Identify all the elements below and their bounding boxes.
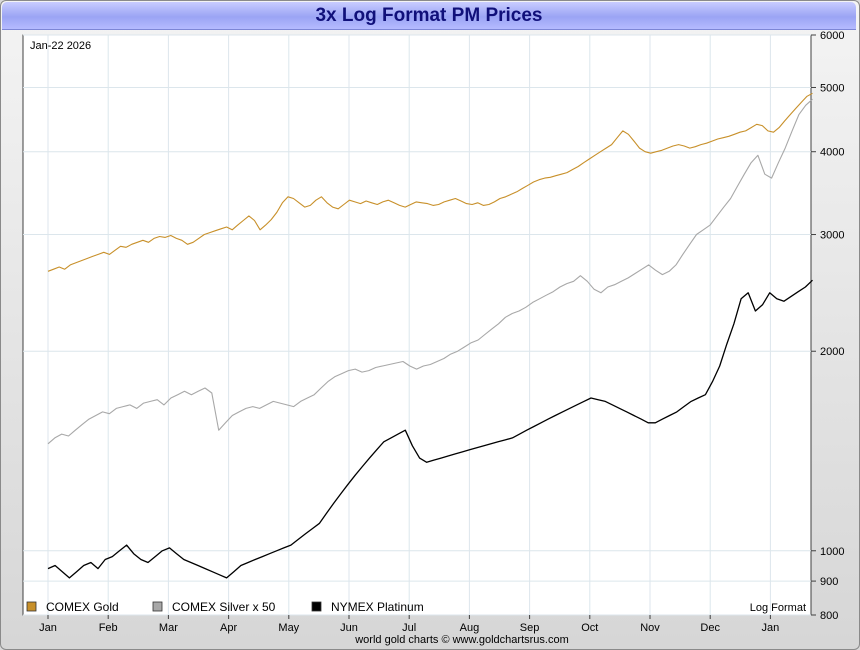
legend-label: NYMEX Platinum [331, 600, 424, 614]
x-tick-label: Jun [340, 622, 358, 634]
x-tick-label: Mar [159, 622, 178, 634]
x-tick-label: Nov [640, 622, 660, 634]
y-tick-label: 5000 [820, 82, 844, 94]
legend-swatch [311, 601, 322, 612]
y-tick-label: 1000 [820, 546, 844, 558]
x-tick-label: Sep [520, 622, 540, 634]
y-tick-label: 3000 [820, 230, 844, 242]
date-label: Jan-22 2026 [30, 40, 91, 52]
chart-title: 3x Log Format PM Prices [2, 2, 856, 30]
legend-swatch [26, 601, 37, 612]
series-line-comex-silver-x-50 [47, 98, 813, 445]
y-tick-label: 800 [820, 610, 838, 622]
plot-area [22, 34, 812, 616]
credit-text: world gold charts © www.goldchartsrus.co… [354, 634, 569, 646]
x-tick-label: Dec [700, 622, 720, 634]
x-tick-label: Apr [220, 622, 237, 634]
x-tick-label: Jul [402, 622, 416, 634]
x-tick-label: May [278, 622, 299, 634]
legend-label: COMEX Silver x 50 [172, 600, 276, 614]
series-line-comex-gold [47, 92, 813, 272]
y-tick-label: 6000 [820, 30, 844, 42]
x-tick-label: Jan [39, 622, 57, 634]
series-line-nymex-platinum [47, 279, 813, 579]
y-tick-label: 4000 [820, 147, 844, 159]
x-tick-label: Jan [762, 622, 780, 634]
scale-note: Log Format [750, 602, 806, 614]
y-tick-label: 2000 [820, 346, 844, 358]
x-tick-label: Oct [581, 622, 598, 634]
legend-swatch [152, 601, 163, 612]
x-tick-label: Feb [99, 622, 118, 634]
y-tick-label: 900 [820, 576, 838, 588]
x-tick-label: Aug [460, 622, 480, 634]
legend-label: COMEX Gold [46, 600, 119, 614]
